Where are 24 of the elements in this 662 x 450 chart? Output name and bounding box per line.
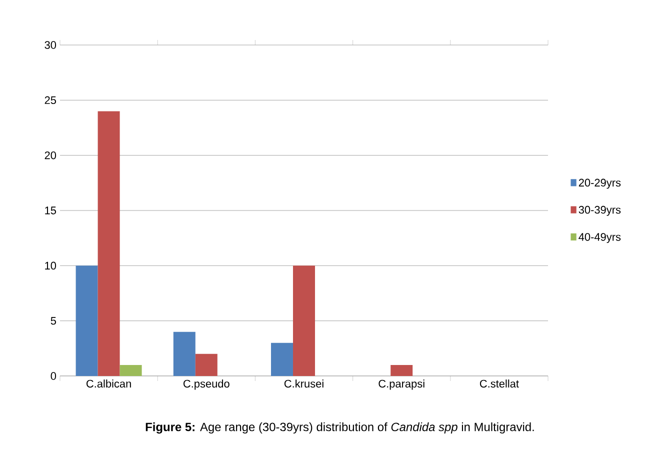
x-tick-label: C.stellat xyxy=(480,380,519,388)
x-tick-label: C.albican xyxy=(86,380,131,388)
y-tick-label: 0 xyxy=(50,372,56,380)
text: Figure 5: Age range (30-39yrs) distribution of Candida spp in Multigravid. xyxy=(146,422,534,434)
bar xyxy=(173,332,196,376)
bar xyxy=(293,266,316,376)
y-tick-label: 20 xyxy=(44,151,56,160)
x-tick-label: C.krusei xyxy=(284,380,324,388)
x-tick-label: C.pseudo xyxy=(184,380,230,390)
bar xyxy=(98,111,120,376)
legend-label: 20-29yrs xyxy=(578,178,621,189)
y-tick-label: 10 xyxy=(45,262,56,270)
legend-label: 40-49yrs xyxy=(578,233,621,243)
bar xyxy=(120,364,142,376)
bar xyxy=(271,342,294,376)
y-tick-label: 5 xyxy=(50,317,56,325)
x-tick-label: C.parapsi xyxy=(378,380,424,390)
legend-label: 30-39yrs xyxy=(578,206,621,216)
y-tick-label: 15 xyxy=(45,206,56,214)
y-tick-label: 30 xyxy=(44,41,56,49)
bar xyxy=(390,364,413,376)
bar xyxy=(76,266,98,376)
y-tick-label: 25 xyxy=(44,96,56,104)
bar xyxy=(195,354,218,376)
